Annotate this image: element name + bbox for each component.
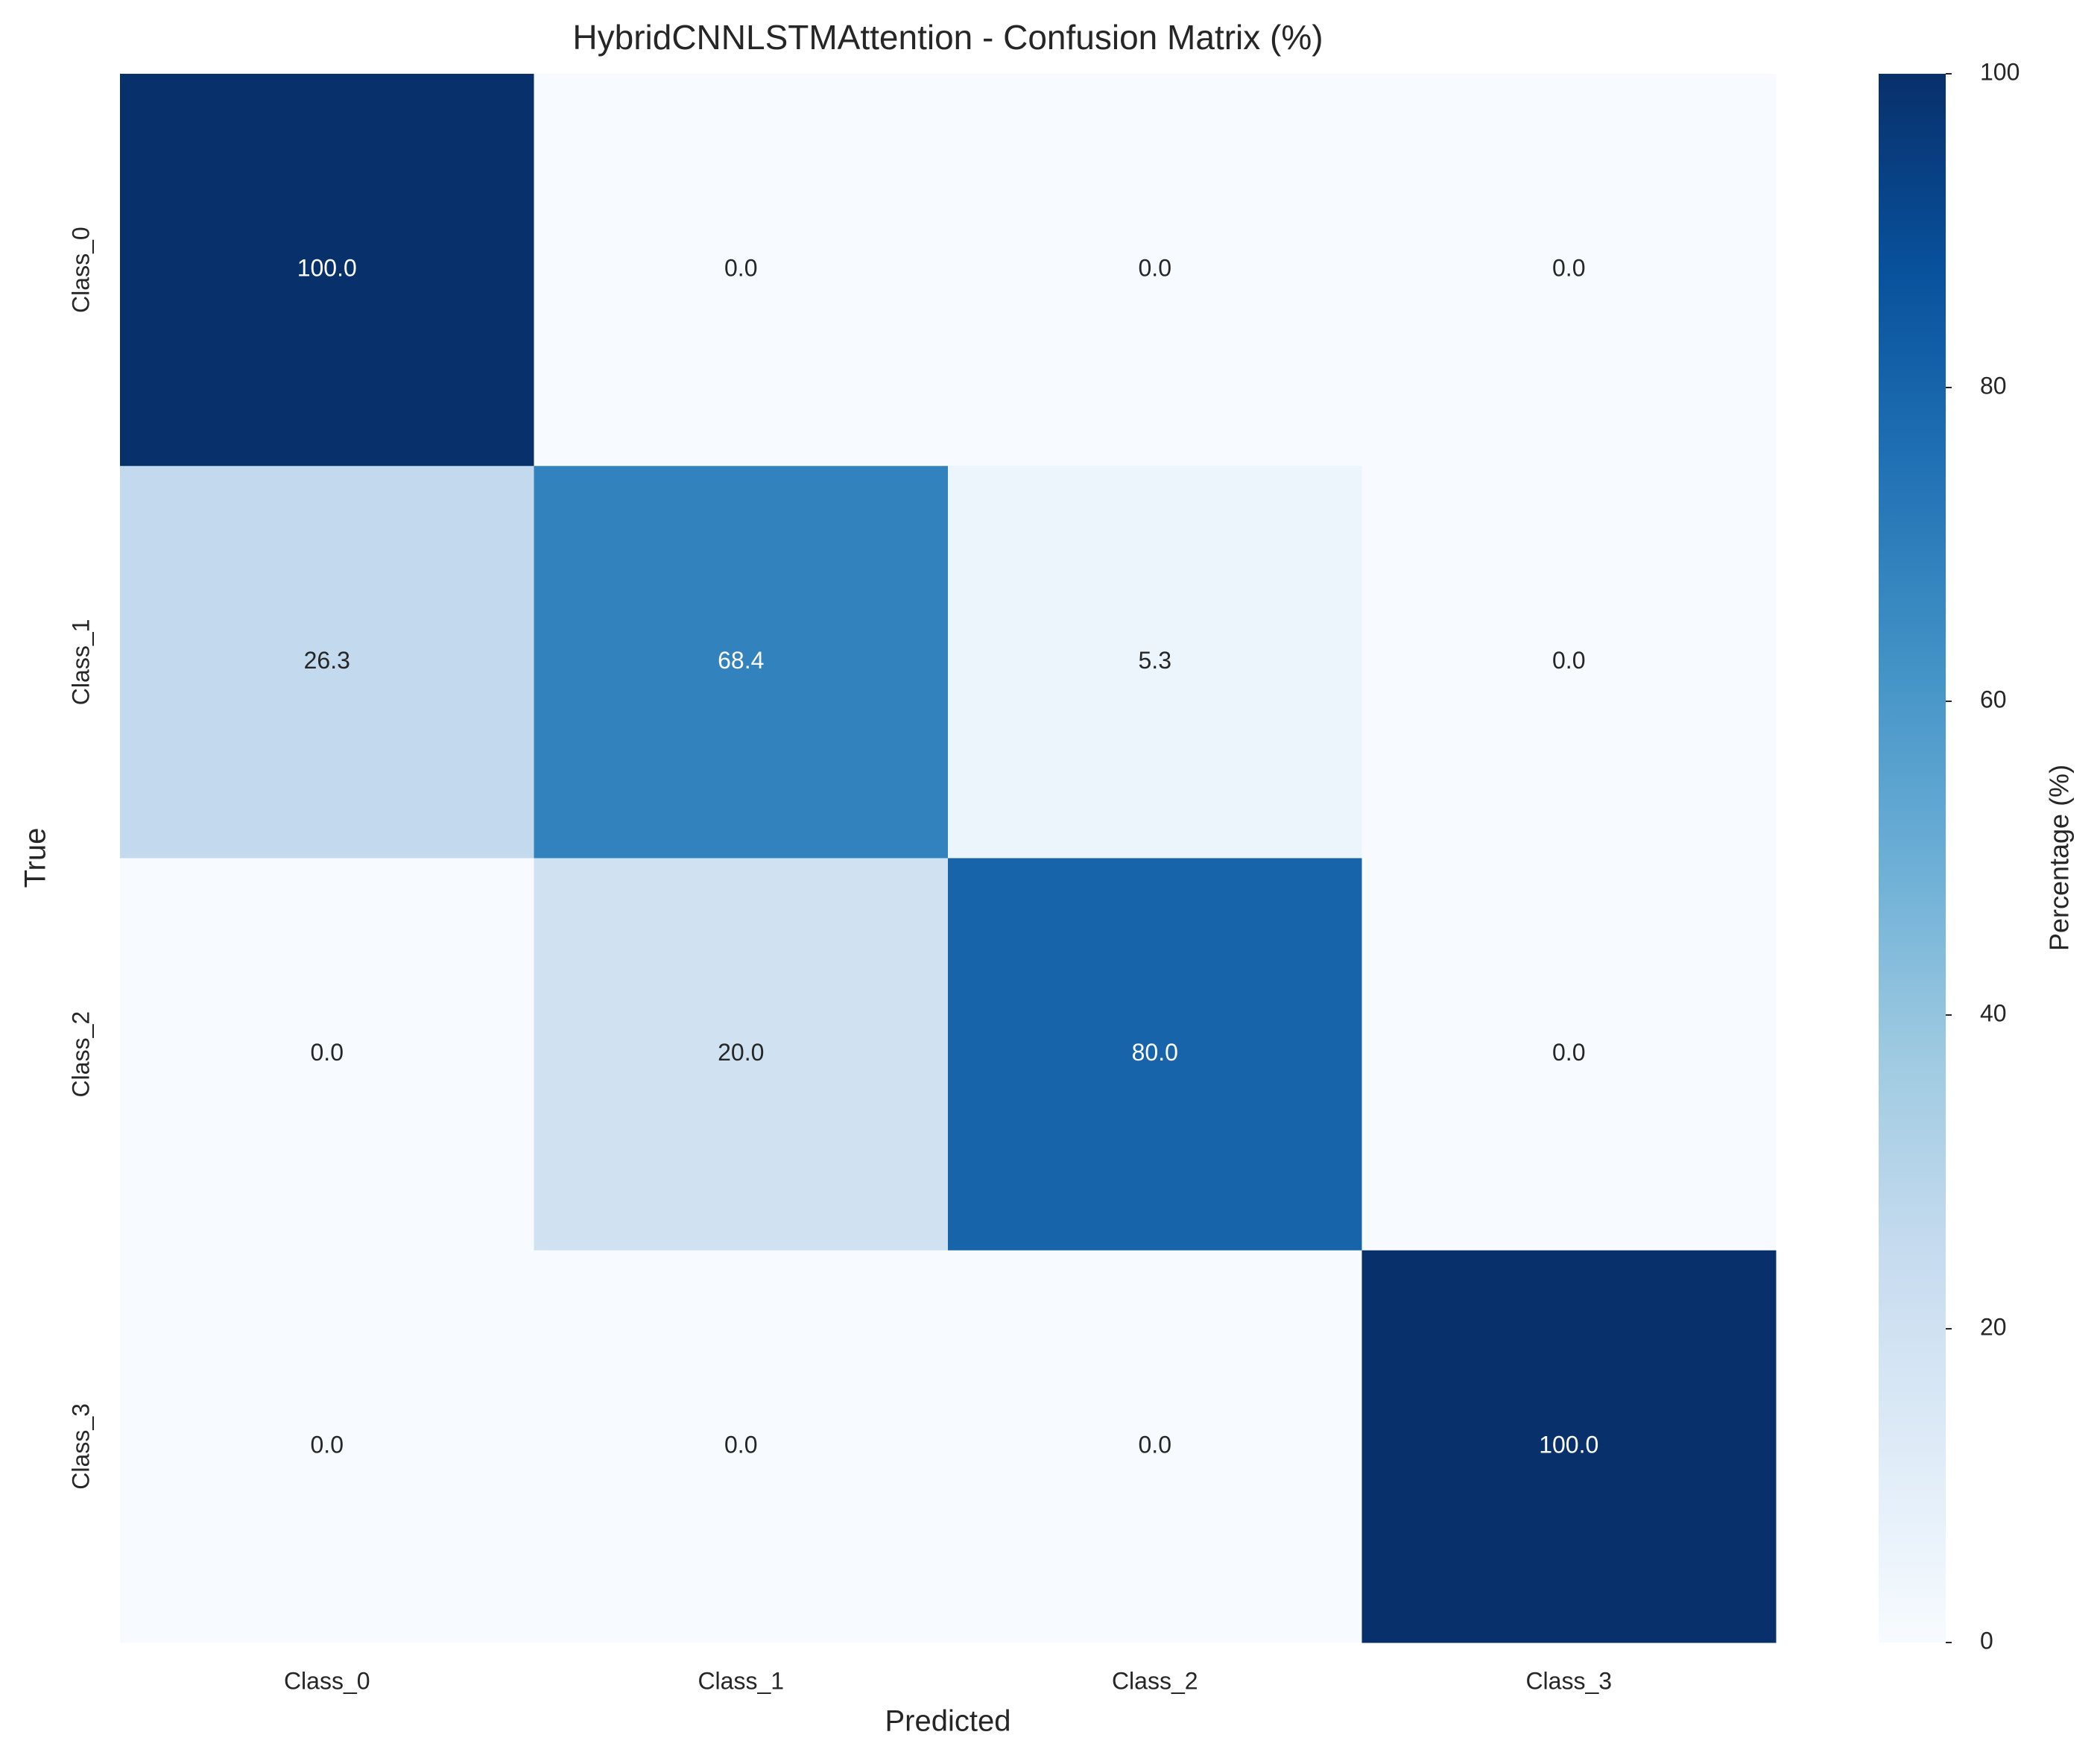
x-axis-label: Predicted [885, 1705, 1011, 1738]
cell-label: 0.0 [724, 255, 757, 282]
cell-label: 0.0 [311, 1431, 344, 1458]
cell-label: 0.0 [1552, 647, 1585, 674]
heatmap-cell [534, 466, 949, 859]
heatmap-cell [120, 858, 534, 1251]
heatmap-cell [534, 1250, 949, 1643]
cell-label: 68.4 [718, 647, 764, 674]
y-tick-label: Class_3 [67, 1403, 94, 1490]
colorbar-tick-label: 0 [1980, 1627, 1993, 1654]
cell-label: 0.0 [724, 1431, 757, 1458]
x-tick-label: Class_1 [698, 1667, 784, 1694]
colorbar-tick-label: 60 [1980, 686, 2007, 712]
heatmap-cell [948, 858, 1362, 1251]
cell-label: 0.0 [1139, 1431, 1171, 1458]
cell-label: 0.0 [1139, 255, 1171, 282]
colorbar-label: Percentage (%) [2044, 765, 2075, 951]
x-tick-label: Class_2 [1112, 1667, 1198, 1694]
heatmap-cell [1361, 858, 1777, 1251]
y-axis-label: True [19, 828, 52, 888]
heatmap-cell [534, 858, 949, 1251]
heatmap-cell [1361, 74, 1777, 467]
cell-label: 20.0 [718, 1039, 764, 1066]
heatmap-cell [120, 466, 534, 859]
heatmap-cell [1361, 1250, 1777, 1643]
y-tick-label: Class_2 [67, 1011, 94, 1098]
cell-label: 100.0 [297, 255, 357, 282]
heatmap-cell [120, 74, 534, 467]
x-tick-label: Class_3 [1525, 1667, 1612, 1694]
cell-label: 0.0 [1552, 255, 1585, 282]
cell-label: 0.0 [311, 1039, 344, 1066]
cell-label: 0.0 [1552, 1039, 1585, 1066]
colorbar [1879, 74, 1946, 1643]
heatmap-cell [948, 466, 1362, 859]
heatmap-cell [120, 1250, 534, 1643]
heatmap-cell [948, 74, 1362, 467]
heatmap-cell [1361, 466, 1777, 859]
colorbar-tick-label: 100 [1980, 58, 2019, 85]
cell-label: 5.3 [1139, 647, 1171, 674]
colorbar-tick-label: 80 [1980, 372, 2007, 399]
x-tick-label: Class_0 [284, 1667, 370, 1694]
cell-label: 26.3 [304, 647, 350, 674]
y-tick-label: Class_0 [67, 227, 94, 313]
y-tick-label: Class_1 [67, 619, 94, 706]
heatmap-cell [948, 1250, 1362, 1643]
colorbar-tick-label: 40 [1980, 999, 2007, 1026]
colorbar-tick-label: 20 [1980, 1313, 2007, 1340]
cell-label: 80.0 [1132, 1039, 1178, 1066]
chart-title: HybridCNNLSTMAttention - Confusion Matri… [572, 18, 1323, 57]
cell-label: 100.0 [1539, 1431, 1598, 1458]
heatmap-cell [534, 74, 949, 467]
